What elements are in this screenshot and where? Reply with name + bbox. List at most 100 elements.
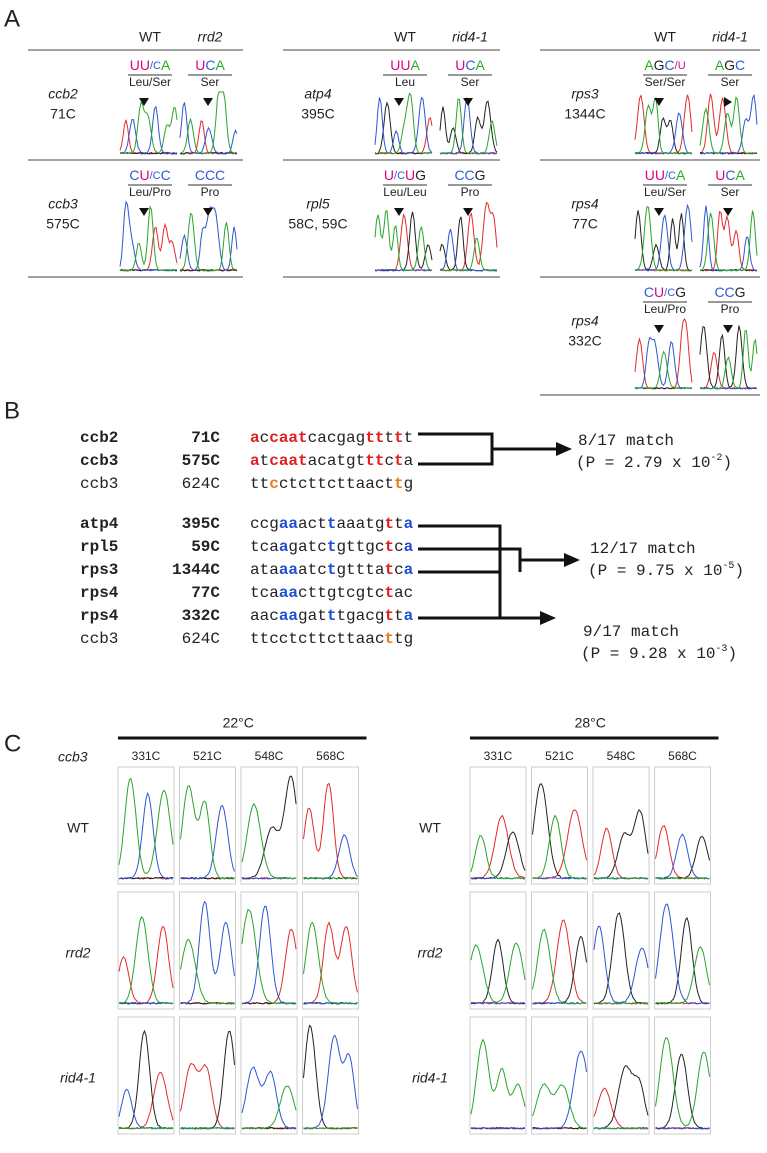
- genotype: rid4-1: [412, 1070, 448, 1086]
- amino-acid: Leu/Leu: [383, 185, 426, 199]
- column-header: rrd2: [198, 29, 223, 45]
- trace: [241, 1085, 297, 1130]
- site-label: 331C: [484, 749, 513, 763]
- trace: [532, 935, 587, 1005]
- sequence-segment: t: [384, 515, 394, 533]
- trace: [593, 925, 649, 1005]
- sequence-segment: ccg: [250, 515, 279, 533]
- trace: [634, 317, 693, 390]
- nucleotide: U: [455, 57, 465, 73]
- marker-triangle: [654, 98, 664, 106]
- nucleotide: U: [195, 57, 205, 73]
- match-count: 8/17 match: [578, 432, 674, 450]
- nucleotide: /U: [675, 60, 686, 72]
- nucleotide: A: [410, 57, 420, 73]
- sequence-segment: cttgtcgtc: [298, 584, 384, 602]
- amino-acid: Ser: [201, 75, 220, 89]
- column-header: rid4-1: [452, 29, 488, 45]
- trace: [655, 903, 710, 1005]
- trace: [699, 210, 758, 272]
- sequence-segment: tg: [394, 630, 413, 648]
- edit-site: 575C: [182, 452, 221, 470]
- gene-name: atp4: [80, 515, 119, 533]
- arrowhead: [540, 611, 556, 625]
- gene-name: rps3: [571, 86, 598, 102]
- brackets: [418, 432, 566, 620]
- p-value-exponent: -2: [710, 453, 722, 464]
- trace: [303, 834, 358, 880]
- p-value-exponent: -3: [715, 644, 727, 655]
- sequence-segment: t: [394, 452, 404, 470]
- trace: [634, 203, 693, 272]
- trace-box: [531, 1016, 588, 1135]
- trace: [119, 105, 178, 155]
- sequence-segment: aa: [279, 607, 299, 625]
- trace: [532, 928, 587, 1005]
- trace: [634, 350, 693, 390]
- nucleotide: U: [654, 284, 664, 300]
- p-value-base: (P = 2.79 x 10: [576, 454, 710, 472]
- trace: [634, 94, 693, 155]
- nucleotide: CC: [714, 284, 734, 300]
- nucleotide: C: [665, 57, 675, 73]
- marker-triangle: [203, 208, 213, 216]
- temperature: 28°C: [575, 715, 606, 731]
- amino-acid: Pro: [721, 302, 740, 316]
- trace: [303, 782, 358, 880]
- p-value-close: ): [734, 562, 744, 580]
- genotype: WT: [67, 820, 89, 836]
- gene-name: rps4: [571, 196, 598, 212]
- trace: [179, 268, 238, 272]
- trace: [118, 777, 174, 874]
- nucleotide: CCC: [195, 167, 225, 183]
- edit-site: 624C: [182, 475, 220, 493]
- trace: [470, 942, 526, 1003]
- sequence-segment: caat: [269, 452, 307, 470]
- trace: [374, 96, 433, 155]
- site-label: 331C: [132, 749, 161, 763]
- sequence-segment: ata: [250, 561, 279, 579]
- trace: [303, 1024, 358, 1130]
- marker-triangle: [724, 97, 732, 107]
- trace: [439, 237, 498, 272]
- trace-box: [240, 1016, 298, 1135]
- sequence-segment: t: [384, 538, 394, 556]
- nucleotide: /C: [150, 170, 161, 182]
- marker-triangle: [654, 325, 664, 333]
- gene-name: ccb3: [58, 749, 88, 765]
- marker-triangle: [139, 98, 149, 106]
- trace: [655, 916, 710, 1005]
- trace: [532, 809, 587, 880]
- trace: [593, 877, 648, 880]
- trace: [118, 792, 174, 880]
- nucleotide: A: [215, 57, 225, 73]
- sequence-segment: gat: [298, 607, 327, 625]
- gene-name: ccb3: [80, 475, 118, 493]
- edit-site: 59C: [191, 538, 220, 556]
- trace: [532, 1001, 587, 1005]
- sequence-segment: acatgt: [308, 452, 366, 470]
- trace: [593, 1126, 649, 1130]
- trace-box: [469, 766, 527, 885]
- nucleotide: A: [475, 57, 485, 73]
- sequence-segment: a: [404, 538, 414, 556]
- site-label: 521C: [193, 749, 222, 763]
- trace: [470, 1001, 526, 1005]
- sequence-segment: t: [327, 561, 337, 579]
- trace: [634, 336, 693, 390]
- panel-label: A: [4, 5, 20, 32]
- column-header: WT: [654, 29, 676, 45]
- p-value: (P = 9.28 x 10-3): [581, 644, 737, 664]
- temperature: 22°C: [223, 715, 254, 731]
- trace: [119, 101, 178, 155]
- trace-box: [179, 766, 236, 885]
- trace: [593, 1002, 649, 1005]
- trace: [470, 1038, 526, 1115]
- nucleotide: G: [735, 284, 746, 300]
- sequence-segment: t: [384, 561, 394, 579]
- marker-triangle: [463, 98, 473, 106]
- site-label: 548C: [607, 749, 636, 763]
- edit-site: 395C: [182, 515, 221, 533]
- trace-box: [592, 1016, 650, 1135]
- gene-name: ccb3: [80, 630, 118, 648]
